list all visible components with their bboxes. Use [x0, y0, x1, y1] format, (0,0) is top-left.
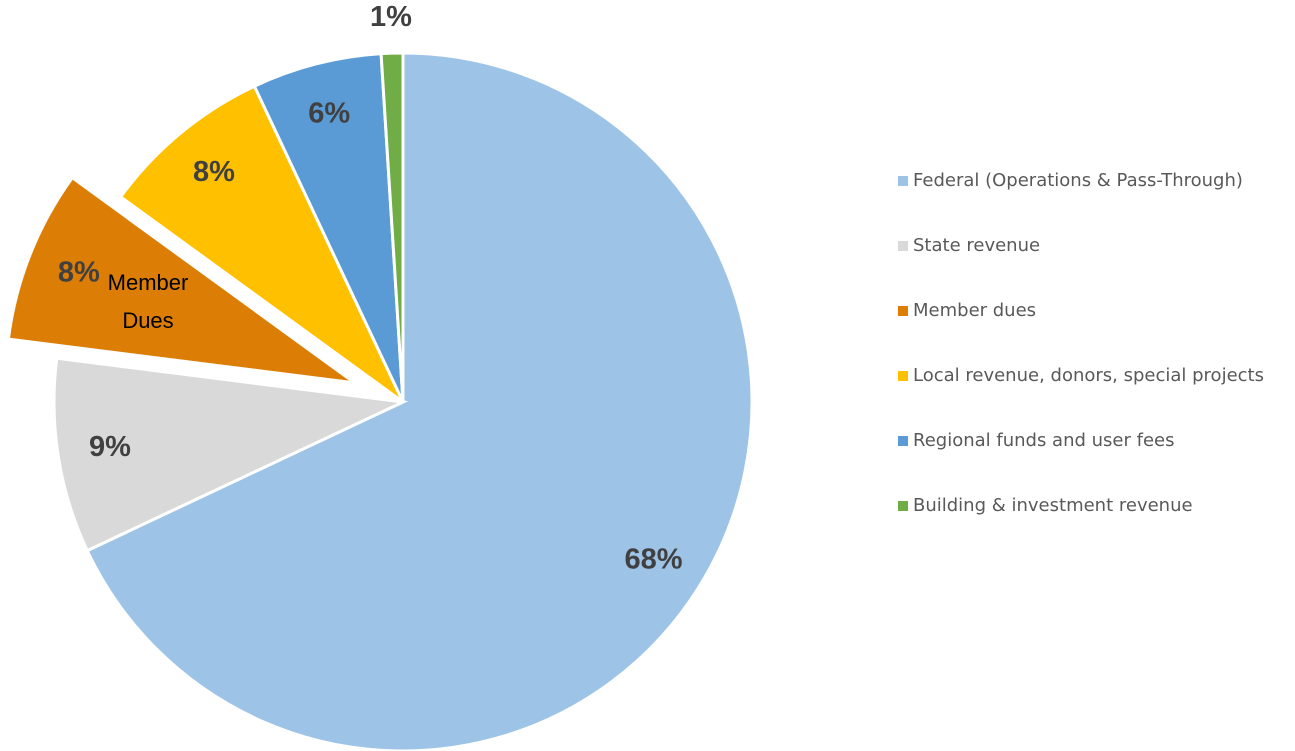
data-label: 9% [89, 431, 131, 463]
legend-swatch [898, 176, 908, 186]
annotation: Member [108, 270, 189, 295]
data-label: 68% [624, 544, 682, 576]
data-label: 6% [308, 97, 350, 129]
legend-label: Local revenue, donors, special projects [913, 365, 1264, 386]
pie-slice [85, 51, 754, 751]
data-label: 8% [58, 256, 100, 288]
pie-slice [379, 51, 405, 403]
data-label: 1% [370, 1, 412, 33]
data-label: 8% [193, 156, 235, 188]
legend-swatch [898, 306, 908, 316]
pie-slice [6, 175, 356, 385]
legend-label: State revenue [913, 235, 1040, 256]
legend-swatch [898, 436, 908, 446]
legend-label: Building & investment revenue [913, 495, 1193, 516]
pie-slice [252, 52, 405, 403]
legend-label: Member dues [913, 300, 1036, 321]
pie-slice [118, 84, 405, 404]
legend-swatch [898, 371, 908, 381]
annotation: Dues [122, 308, 173, 333]
legend-swatch [898, 241, 908, 251]
legend-swatch [898, 501, 908, 511]
legend-label: Federal (Operations & Pass-Through) [913, 170, 1243, 191]
pie-slice [52, 356, 409, 553]
legend-label: Regional funds and user fees [913, 430, 1174, 451]
